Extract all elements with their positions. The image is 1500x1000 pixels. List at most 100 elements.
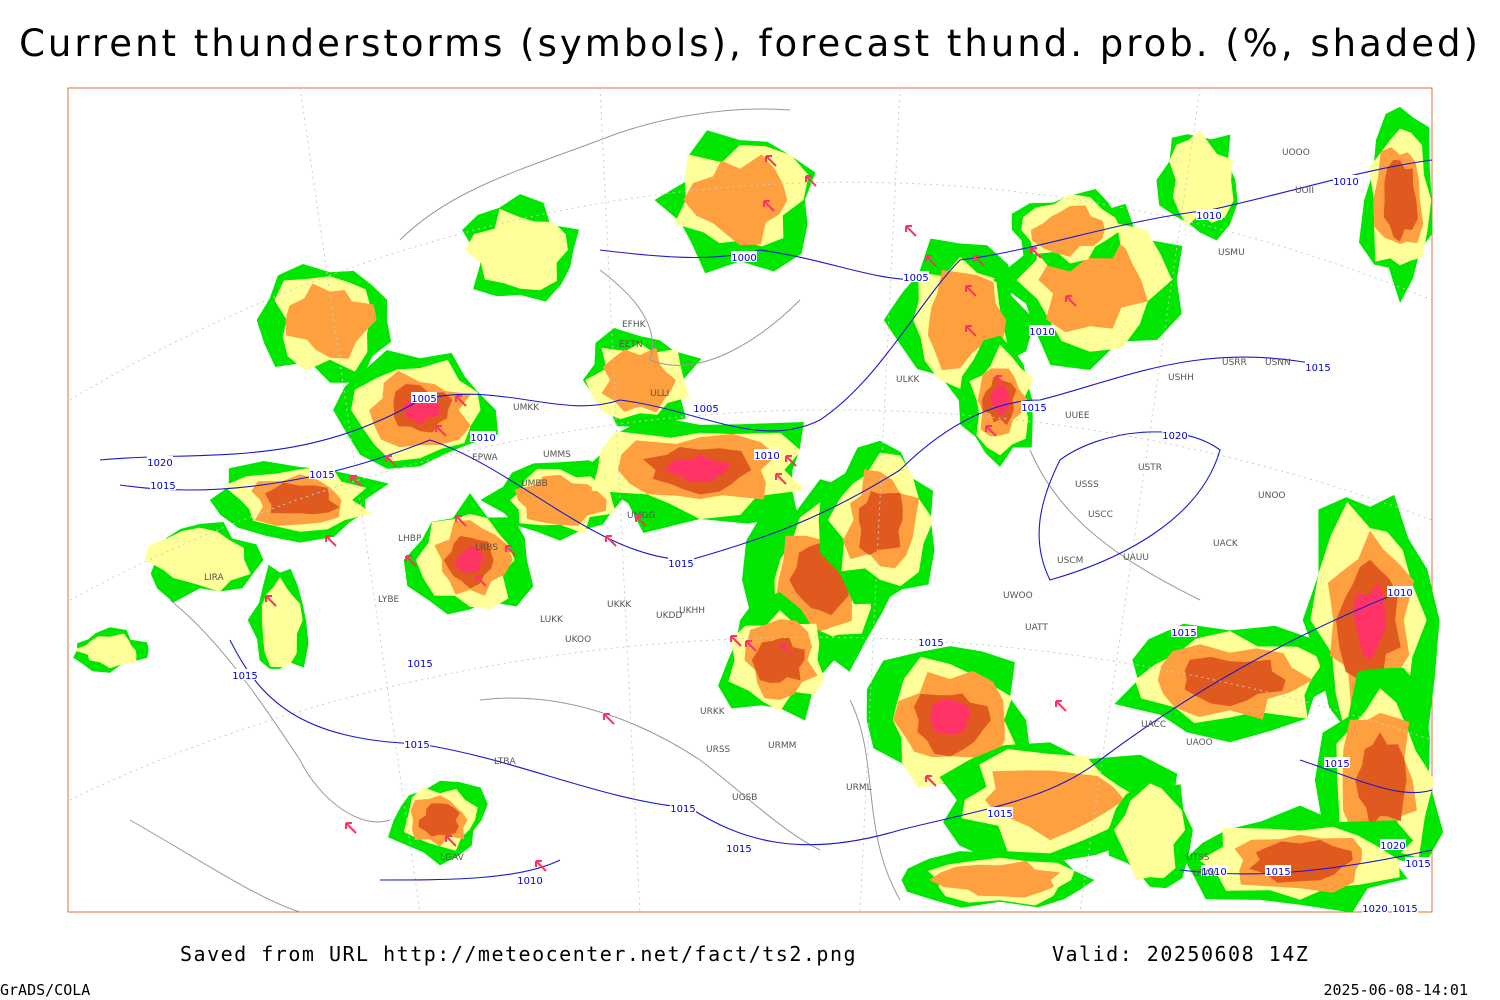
station-label: USCC bbox=[1088, 510, 1113, 520]
isobar-label-bg bbox=[1265, 865, 1291, 876]
isobar-label: 1020 bbox=[1362, 904, 1387, 915]
shading-area bbox=[664, 454, 730, 482]
isobar-label: 1015 bbox=[1324, 759, 1349, 770]
station-label: UAOO bbox=[1186, 738, 1213, 748]
station-label: URMM bbox=[768, 741, 796, 751]
isobar-label: 1015 bbox=[1305, 363, 1330, 374]
isobar-label-bg bbox=[903, 271, 929, 282]
isobar-line bbox=[1038, 431, 1221, 581]
shading-area bbox=[418, 803, 460, 837]
shading-area bbox=[1169, 130, 1234, 226]
station-label: URML bbox=[846, 783, 872, 793]
station-label: USTR bbox=[1138, 463, 1162, 473]
isobar-label: 1010 bbox=[1196, 211, 1221, 222]
coastlines bbox=[129, 108, 1201, 913]
thunderstorm-symbol bbox=[1055, 700, 1067, 712]
station-label: UTAV bbox=[1193, 869, 1217, 879]
isobar-label-bg bbox=[1029, 325, 1055, 336]
thunderstorm-symbol bbox=[905, 225, 917, 237]
thunderstorm-symbol bbox=[985, 425, 997, 437]
isobar-label-bg bbox=[411, 392, 437, 403]
thunderstorm-symbol bbox=[405, 555, 417, 567]
isobars bbox=[99, 159, 1433, 881]
graticule bbox=[69, 87, 1433, 913]
isobar-label: 1015 bbox=[918, 638, 943, 649]
station-label: UACK bbox=[1213, 539, 1239, 549]
software: GrADS/COLA bbox=[0, 981, 90, 999]
thunderstorm-symbol bbox=[995, 375, 1007, 387]
isobar-label-bg bbox=[918, 636, 944, 647]
station-label: UGSB bbox=[732, 793, 757, 803]
timestamp: 2025-06-08-14:01 bbox=[1324, 981, 1469, 999]
isobar-label-bg bbox=[404, 738, 430, 749]
thunderstorm-symbol bbox=[475, 575, 487, 587]
shading-area bbox=[930, 699, 971, 735]
isobar-label: 1015 bbox=[1392, 904, 1417, 915]
isobar-label: 1015 bbox=[670, 804, 695, 815]
shading-area bbox=[1114, 783, 1186, 881]
station-label: UKKK bbox=[607, 600, 632, 610]
isobar-label: 1015 bbox=[407, 659, 432, 670]
shading-area bbox=[73, 633, 137, 669]
station-label: UTSS bbox=[1186, 853, 1210, 863]
isobar-label-bg bbox=[693, 402, 719, 413]
station-label: UNOO bbox=[1258, 491, 1286, 501]
thunderstorm-symbol bbox=[973, 255, 985, 267]
thunderstorm-symbol bbox=[345, 822, 357, 834]
station-label: UOOO bbox=[1282, 148, 1310, 158]
thunderstorm-symbol bbox=[265, 595, 277, 607]
shading-area bbox=[465, 208, 568, 291]
station-label: LTBA bbox=[494, 757, 516, 767]
isobar-label-bg bbox=[309, 468, 335, 479]
valid-time: Valid: 20250608 14Z bbox=[1052, 942, 1309, 966]
isobar-line bbox=[119, 356, 1321, 561]
isobar-label: 1010 bbox=[517, 876, 542, 887]
station-label: UMBB bbox=[521, 479, 548, 489]
thunderstorm-symbol bbox=[730, 635, 742, 647]
isobar-line bbox=[599, 249, 921, 281]
thunderstorm-symbol bbox=[765, 155, 777, 167]
station-label: USRR bbox=[1222, 358, 1247, 368]
isobar-label-bg bbox=[987, 807, 1013, 818]
shading-area bbox=[927, 270, 1007, 371]
thunderstorm-symbol bbox=[1065, 295, 1077, 307]
isobar-label-bg bbox=[1162, 429, 1188, 440]
isobar-label: 1020 bbox=[1380, 841, 1405, 852]
thunderstorm-symbols bbox=[265, 155, 1077, 872]
shading-area bbox=[984, 770, 1125, 841]
thunderstorm-symbol bbox=[925, 775, 937, 787]
isobar-label: 1015 bbox=[1265, 867, 1290, 878]
isobar-label: 1015 bbox=[1021, 403, 1046, 414]
station-label: USCM bbox=[1057, 556, 1083, 566]
probability-shading bbox=[73, 106, 1444, 913]
isobar-labels: 1005101010201015101510051010100010051010… bbox=[147, 175, 1431, 915]
isobar-label-bg bbox=[668, 557, 694, 568]
isobar-label-bg bbox=[517, 874, 543, 885]
station-label: USMU bbox=[1218, 248, 1245, 258]
station-label: ULLI bbox=[650, 389, 669, 399]
isobar-label: 1005 bbox=[411, 394, 436, 405]
station-label: UUEE bbox=[1065, 411, 1090, 421]
station-label: UMKK bbox=[513, 403, 540, 413]
isobar-label-bg bbox=[731, 251, 757, 262]
isobar-label: 1005 bbox=[903, 273, 928, 284]
shading-area bbox=[261, 577, 303, 668]
thunderstorm-symbol bbox=[435, 425, 447, 437]
isobar-label: 1020 bbox=[1162, 431, 1187, 442]
thunderstorm-symbol bbox=[780, 643, 792, 655]
station-label: UKDD bbox=[656, 611, 682, 621]
isobar-label-bg bbox=[470, 431, 496, 442]
station-label: UATT bbox=[1025, 623, 1048, 633]
station-label: EFHK bbox=[622, 320, 647, 330]
shading-area bbox=[683, 154, 788, 246]
isobar-label: 1010 bbox=[1201, 867, 1226, 878]
isobar-label: 1015 bbox=[668, 559, 693, 570]
isobar-label: 1020 bbox=[147, 458, 172, 469]
station-label: UOII bbox=[1295, 186, 1314, 196]
isobar-label-bg bbox=[1380, 839, 1406, 850]
thunderstorm-symbol bbox=[350, 475, 362, 487]
shading-area bbox=[858, 491, 903, 556]
isobar-label-bg bbox=[1362, 902, 1388, 913]
station-label: USHH bbox=[1168, 373, 1194, 383]
thunderstorm-symbol bbox=[785, 455, 797, 467]
